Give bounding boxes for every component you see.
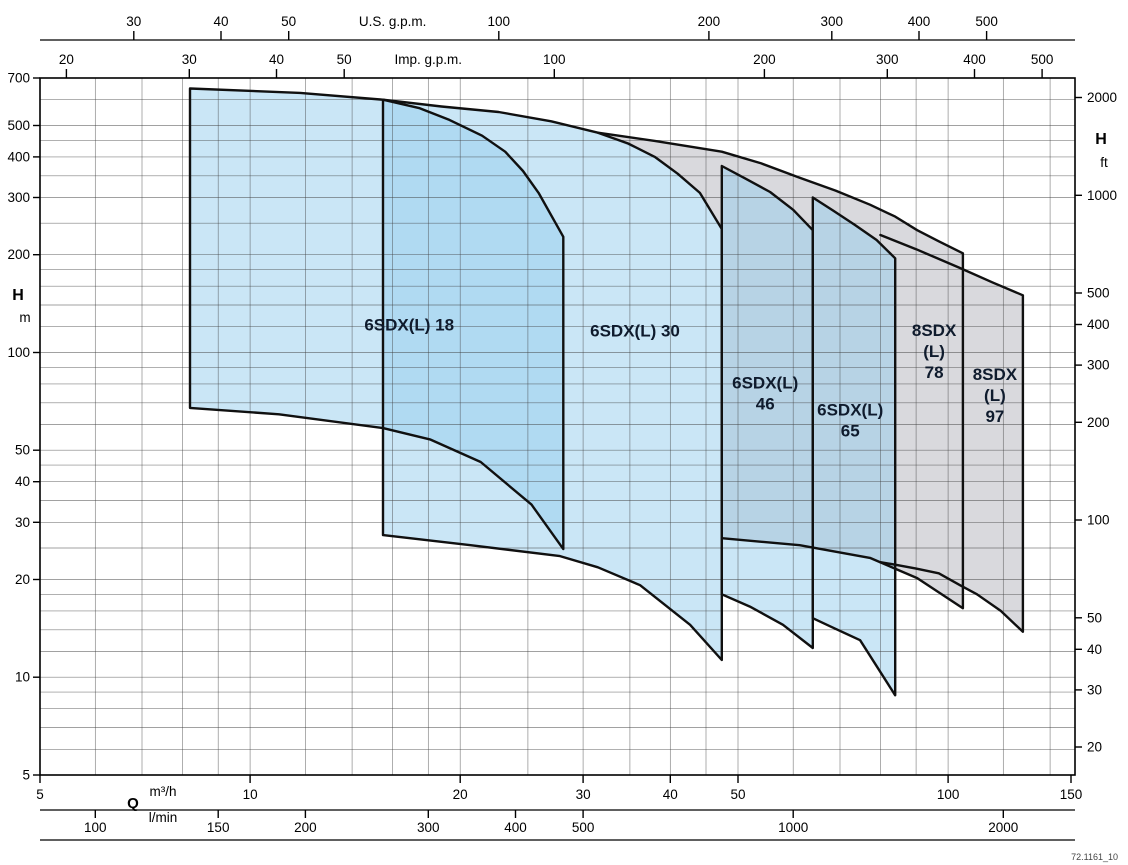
head-m-tick-label: 30	[15, 515, 30, 530]
pump-label-8sdx-l-97: 97	[985, 407, 1004, 426]
pump-label-8sdx-l-97: (L)	[984, 386, 1006, 405]
envelope-fill-6sdx-l-65	[812, 197, 896, 696]
flow-m3h-tick-label: 30	[576, 787, 591, 802]
imp-gpm-axis-title: Imp. g.p.m.	[395, 52, 463, 67]
us-gpm-axis-title: U.S. g.p.m.	[359, 14, 427, 29]
head-ft-tick-label: 200	[1087, 415, 1110, 430]
us-gpm-tick-label: 30	[126, 14, 141, 29]
flow-m3h-tick-label: 20	[453, 787, 468, 802]
head-m-tick-label: 500	[7, 118, 30, 133]
head-ft-tick-label: 40	[1087, 642, 1102, 657]
us-gpm-tick-label: 100	[488, 14, 511, 29]
imp-gpm-tick-label: 200	[753, 52, 776, 67]
plot-frame	[39, 77, 1076, 776]
flow-lmin-tick-label: 150	[207, 820, 230, 835]
head-ft-tick-label: 300	[1087, 358, 1110, 373]
head-ft-axis-unit: ft	[1100, 155, 1108, 170]
imp-gpm-tick-label: 40	[269, 52, 284, 67]
us-gpm-tick-label: 300	[821, 14, 844, 29]
head-m-tick-label: 100	[7, 345, 30, 360]
pump-label-6sdx-l-65: 6SDX(L)	[817, 400, 883, 419]
head-ft-tick-label: 50	[1087, 610, 1102, 625]
flow-lmin-tick-label: 300	[417, 820, 440, 835]
envelope-outline-8sdx-l-78	[596, 131, 965, 610]
head-m-tick-label: 5	[22, 768, 30, 783]
pump-label-8sdx-l-78: (L)	[923, 342, 945, 361]
imp-gpm-tick-label: 50	[337, 52, 352, 67]
head-ft-tick-label: 1000	[1087, 188, 1117, 203]
pump-label-6sdx-l-46: 6SDX(L)	[732, 374, 798, 393]
pump-label-6sdx-l-30: 6SDX(L) 30	[590, 321, 680, 340]
head-m-tick-label: 50	[15, 443, 30, 458]
head-m-tick-label: 700	[7, 71, 30, 86]
flow-m3h-tick-label: 150	[1060, 787, 1083, 802]
head-ft-axis-title: H	[1095, 131, 1107, 148]
flow-m3h-tick-label: 100	[937, 787, 960, 802]
envelope-outline-6sdx-l-18	[188, 87, 565, 551]
us-gpm-tick-label: 400	[908, 14, 931, 29]
envelope-outline-8sdx-l-97	[879, 233, 1025, 633]
head-ft-tick-label: 100	[1087, 513, 1110, 528]
flow-lmin-axis-unit: l/min	[149, 810, 178, 825]
head-m-tick-label: 300	[7, 190, 30, 205]
envelope-fill-6sdx-l-18	[190, 88, 564, 550]
flow-m3h-tick-label: 5	[36, 787, 44, 802]
imp-gpm-tick-label: 300	[876, 52, 899, 67]
pump-label-8sdx-l-78: 78	[925, 363, 944, 382]
pump-label-8sdx-l-78: 8SDX	[912, 321, 957, 340]
imp-gpm-tick-label: 500	[1031, 52, 1054, 67]
envelope-outline-6sdx-l-30	[381, 98, 723, 662]
head-m-tick-label: 20	[15, 572, 30, 587]
flow-m3h-tick-label: 50	[730, 787, 745, 802]
pump-label-6sdx-l-18: 6SDX(L) 18	[364, 315, 454, 334]
imp-gpm-tick-label: 400	[963, 52, 986, 67]
head-ft-tick-label: 2000	[1087, 90, 1117, 105]
head-m-tick-label: 40	[15, 474, 30, 489]
flow-lmin-tick-label: 400	[504, 820, 527, 835]
flow-lmin-tick-label: 200	[294, 820, 317, 835]
head-m-tick-label: 400	[7, 149, 30, 164]
head-m-axis-title: H	[12, 287, 24, 304]
flow-lmin-tick-label: 500	[572, 820, 595, 835]
imp-gpm-tick-label: 20	[59, 52, 74, 67]
pump-label-8sdx-l-97: 8SDX	[973, 365, 1018, 384]
head-m-axis-unit: m	[19, 310, 30, 325]
head-m-tick-label: 10	[15, 670, 30, 685]
flow-axis-title: Q	[127, 795, 139, 812]
head-ft-tick-label: 30	[1087, 682, 1102, 697]
flow-m3h-tick-label: 40	[663, 787, 678, 802]
us-gpm-tick-label: 50	[281, 14, 296, 29]
head-ft-tick-label: 400	[1087, 317, 1110, 332]
imp-gpm-tick-label: 100	[543, 52, 566, 67]
us-gpm-tick-label: 200	[698, 14, 721, 29]
head-ft-tick-label: 20	[1087, 740, 1102, 755]
pump-label-6sdx-l-46: 46	[756, 395, 775, 414]
flow-lmin-tick-label: 1000	[778, 820, 808, 835]
flow-m3h-axis-unit: m³/h	[150, 784, 177, 799]
flow-lmin-tick-label: 2000	[988, 820, 1018, 835]
imp-gpm-tick-label: 30	[182, 52, 197, 67]
us-gpm-tick-label: 500	[975, 14, 998, 29]
head-m-tick-label: 200	[7, 247, 30, 262]
head-ft-tick-label: 500	[1087, 286, 1110, 301]
figure-code: 72.1161_10	[1071, 852, 1118, 862]
pump-label-6sdx-l-65: 65	[841, 421, 860, 440]
envelope-outline-6sdx-l-65	[811, 196, 897, 697]
us-gpm-tick-label: 40	[213, 14, 228, 29]
flow-lmin-tick-label: 100	[84, 820, 107, 835]
flow-m3h-tick-label: 10	[243, 787, 258, 802]
